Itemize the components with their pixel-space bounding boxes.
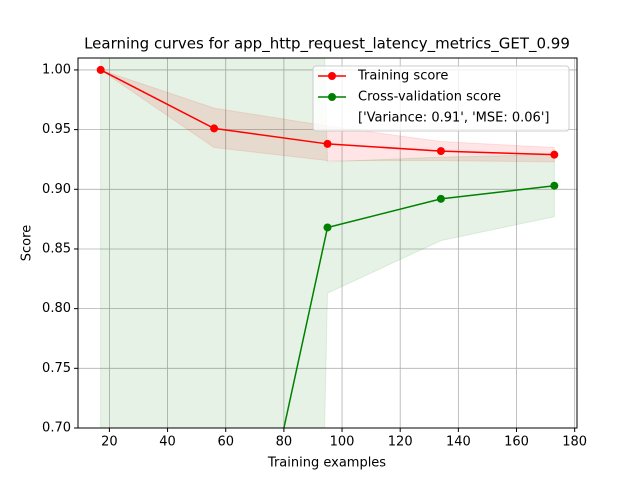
plot-area xyxy=(96,58,559,428)
x-tick-label: 140 xyxy=(446,435,471,450)
legend: Training score Cross-validation score ['Va… xyxy=(312,65,570,132)
point xyxy=(436,147,445,156)
x-tick-label: 120 xyxy=(388,435,413,450)
point xyxy=(323,139,332,148)
legend-label: Training score xyxy=(357,69,448,84)
point xyxy=(436,194,445,203)
y-tick-label: 0.90 xyxy=(42,182,71,197)
point xyxy=(323,223,332,232)
x-tick-label: 80 xyxy=(276,435,293,450)
x-tick-label: 160 xyxy=(504,435,529,450)
x-tick-label: 100 xyxy=(330,435,355,450)
point xyxy=(210,124,219,133)
legend-box xyxy=(312,65,570,132)
x-tick-label: 180 xyxy=(562,435,587,450)
x-tick-label: 20 xyxy=(101,435,118,450)
chart-title: Learning curves for app_http_request_lat… xyxy=(84,35,570,54)
legend-label: ['Variance: 0.91', 'MSE: 0.06'] xyxy=(358,111,549,126)
y-tick-label: 1.00 xyxy=(42,62,71,77)
y-tick-label: 0.80 xyxy=(42,301,71,316)
ticks: 20 40 60 80 100 120 140 160 180 0.70 0.75 0.80 0.85 0… xyxy=(42,62,587,449)
std-band xyxy=(100,58,555,428)
x-tick-label: 60 xyxy=(217,435,234,450)
legend-marker xyxy=(328,93,336,101)
legend-label: Cross-validation score xyxy=(358,90,501,105)
y-tick-label: 0.70 xyxy=(42,421,71,436)
x-tick-label: 40 xyxy=(159,435,176,450)
x-axis-label: Training examples xyxy=(267,456,386,471)
y-tick-label: 0.95 xyxy=(42,122,71,137)
y-tick-label: 0.75 xyxy=(42,361,71,376)
y-axis-label: Score xyxy=(20,225,35,261)
point xyxy=(550,181,559,190)
y-tick-label: 0.85 xyxy=(42,241,71,256)
point xyxy=(550,150,559,159)
point xyxy=(96,65,105,74)
legend-marker xyxy=(328,72,336,80)
axes-frame xyxy=(77,57,578,429)
